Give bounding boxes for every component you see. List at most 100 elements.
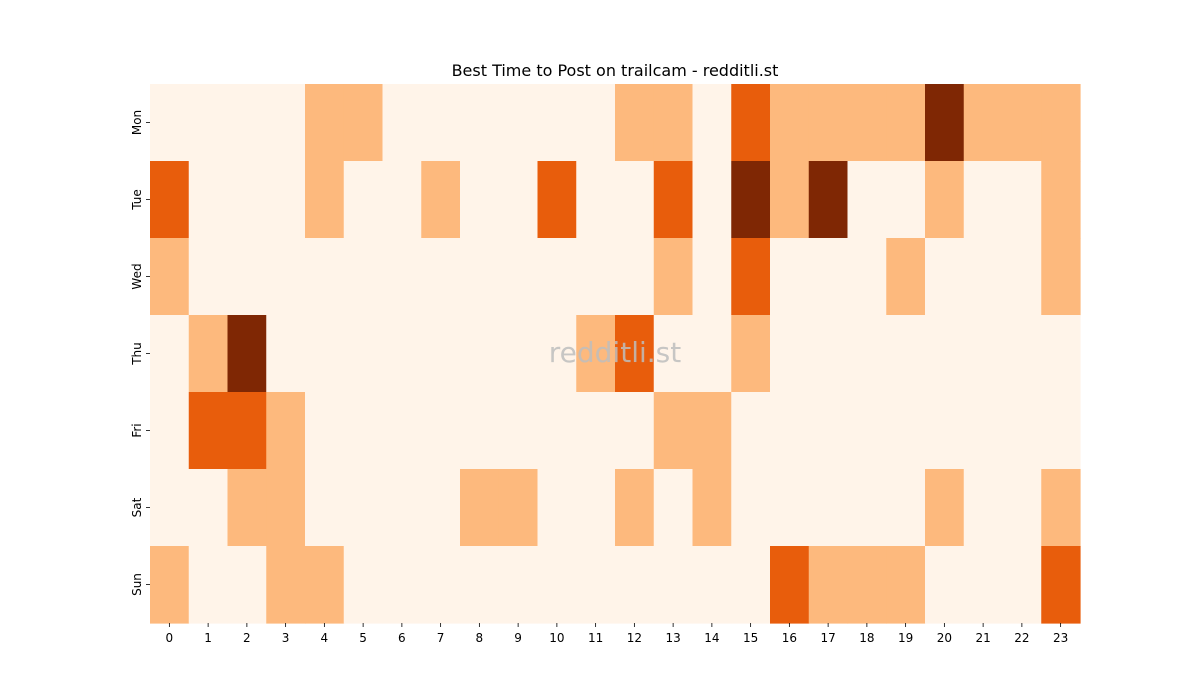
x-tick-label: 18 [859,631,874,645]
heatmap-cell-sat-7 [421,469,461,547]
heatmap-cell-tue-0 [150,161,190,239]
heatmap-cell-fri-12 [615,392,655,470]
heatmap-cell-fri-4 [305,392,345,470]
x-tick-label: 23 [1053,631,1068,645]
heatmap-cell-wed-6 [382,238,422,316]
heatmap-cell-wed-15 [731,238,771,316]
heatmap-cell-tue-3 [266,161,306,239]
heatmap-cell-fri-17 [808,392,849,470]
heatmap-cell-sat-20 [925,469,965,547]
x-tick-label: 16 [782,631,797,645]
heatmap-cell-thu-16 [770,315,810,393]
heatmap-cell-mon-11 [576,84,616,162]
heatmap-cell-mon-0 [150,84,190,162]
heatmap-cell-tue-20 [925,161,965,239]
heatmap-cell-tue-6 [382,161,422,239]
heatmap-cell-sun-8 [460,546,500,624]
heatmap-cell-wed-5 [343,238,384,316]
heatmap-cell-thu-10 [537,315,577,393]
heatmap-cell-mon-1 [188,84,229,162]
x-axis: 0 1 2 3 4 5 6 7 8 9 10 11 12 13 14 15 16 17 18 19 20 21 22 23 [166,623,1068,645]
heatmap-cell-fri-18 [847,392,887,470]
y-tick-label: Fri [130,423,144,437]
heatmap-cell-sat-19 [886,469,926,547]
heatmap-cell-wed-17 [808,238,849,316]
y-tick-label: Mon [130,110,144,135]
watermark: redditli.st [549,336,681,369]
heatmap-cell-thu-19 [886,315,926,393]
x-tick-label: 5 [359,631,367,645]
heatmap-cell-mon-15 [731,84,771,162]
y-tick-label: Wed [130,263,144,289]
heatmap-cell-wed-11 [576,238,616,316]
heatmap-cell-wed-19 [886,238,926,316]
heatmap-cell-sun-5 [343,546,384,624]
heatmap-cell-sun-23 [1041,546,1081,624]
heatmap-cell-wed-22 [1002,238,1042,316]
heatmap-cell-wed-7 [421,238,461,316]
heatmap-cell-thu-13 [653,315,694,393]
heatmap-cell-thu-3 [266,315,306,393]
y-tick-label: Sat [130,497,144,517]
heatmap-cell-thu-14 [692,315,732,393]
heatmap-cell-wed-21 [963,238,1004,316]
heatmap-cell-mon-13 [653,84,694,162]
heatmap-cell-sat-4 [305,469,345,547]
heatmap-cell-sat-17 [808,469,849,547]
heatmap-cell-thu-12 [615,315,655,393]
heatmap-cell-thu-23 [1041,315,1081,393]
heatmap-cell-sun-9 [498,546,539,624]
heatmap-cell-thu-18 [847,315,887,393]
heatmap-cell-tue-10 [537,161,577,239]
heatmap-cell-mon-12 [615,84,655,162]
heatmap-cell-mon-8 [460,84,500,162]
heatmap-cell-sat-2 [227,469,267,547]
heatmap-cell-wed-9 [498,238,539,316]
heatmap-cell-fri-3 [266,392,306,470]
heatmap-cell-sat-5 [343,469,384,547]
heatmap-cell-fri-0 [150,392,190,470]
heatmap-cell-tue-12 [615,161,655,239]
x-tick-label: 17 [820,631,835,645]
heatmap-cell-sun-20 [925,546,965,624]
heatmap-cell-sun-10 [537,546,577,624]
heatmap-cell-sat-15 [731,469,771,547]
heatmap-cell-tue-13 [653,161,694,239]
heatmap-cell-wed-0 [150,238,190,316]
heatmap-cell-thu-5 [343,315,384,393]
heatmap-cell-sat-9 [498,469,539,547]
chart-title: Best Time to Post on trailcam - redditli… [452,61,779,80]
heatmap-cell-sat-3 [266,469,306,547]
heatmap-cell-tue-15 [731,161,771,239]
heatmap-cell-sun-19 [886,546,926,624]
heatmap-cell-mon-20 [925,84,965,162]
heatmap-cell-tue-22 [1002,161,1042,239]
heatmap-cell-fri-9 [498,392,539,470]
heatmap-cell-sun-7 [421,546,461,624]
heatmap-cell-fri-8 [460,392,500,470]
heatmap-cell-sat-16 [770,469,810,547]
heatmap-cell-sun-1 [188,546,229,624]
heatmap-cell-mon-18 [847,84,887,162]
heatmap-cell-thu-2 [227,315,267,393]
heatmap-cell-sun-12 [615,546,655,624]
heatmap-cell-sun-16 [770,546,810,624]
heatmap-cells [150,84,1081,624]
heatmap-cell-sun-0 [150,546,190,624]
heatmap-cell-sun-3 [266,546,306,624]
heatmap-cell-thu-15 [731,315,771,393]
heatmap-cell-fri-15 [731,392,771,470]
heatmap-cell-fri-23 [1041,392,1081,470]
y-axis: Mon Tue Wed Thu Fri Sat Sun [130,110,150,596]
heatmap-cell-sat-14 [692,469,732,547]
heatmap-cell-thu-20 [925,315,965,393]
heatmap-cell-mon-5 [343,84,384,162]
x-tick-label: 13 [665,631,680,645]
heatmap-cell-mon-9 [498,84,539,162]
heatmap-cell-sat-11 [576,469,616,547]
heatmap-cell-wed-2 [227,238,267,316]
heatmap-cell-fri-21 [963,392,1004,470]
heatmap-cell-tue-1 [188,161,229,239]
x-tick-label: 22 [1014,631,1029,645]
